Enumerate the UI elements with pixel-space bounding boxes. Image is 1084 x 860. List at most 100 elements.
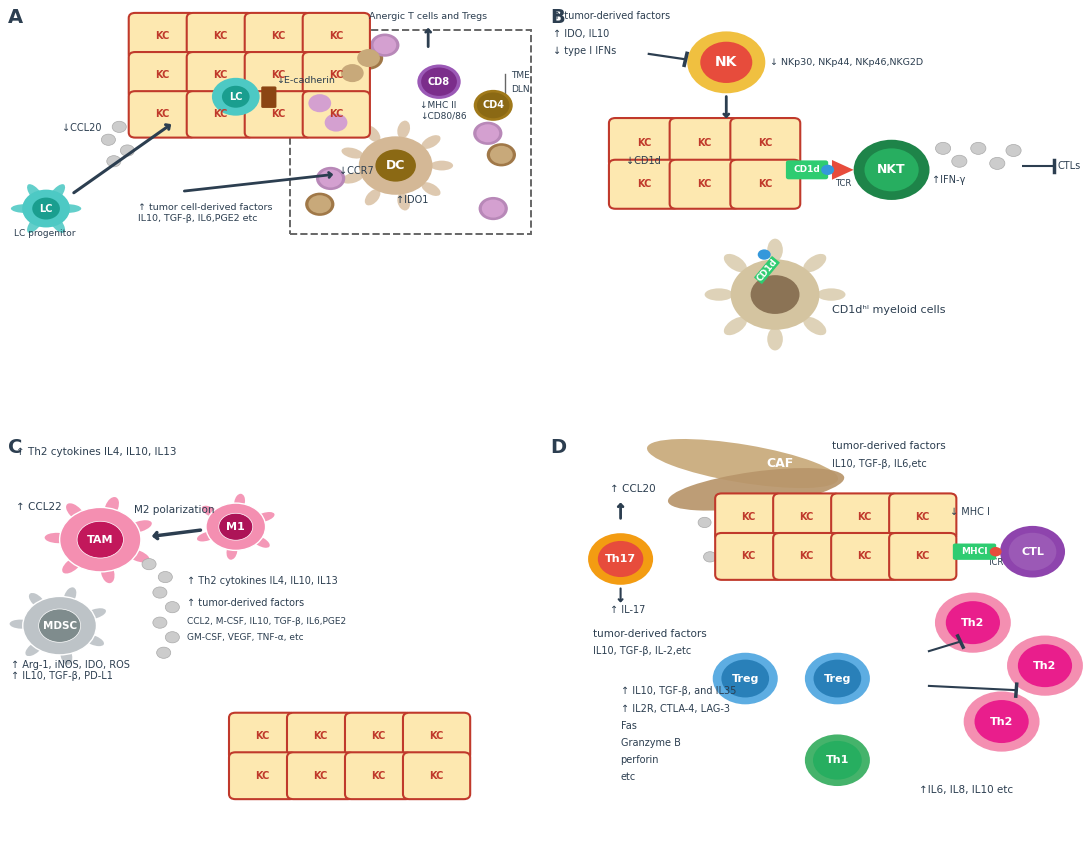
Text: ↑IFN-γ: ↑IFN-γ [932,175,966,185]
Text: Treg: Treg [824,673,851,684]
FancyBboxPatch shape [889,494,956,540]
FancyBboxPatch shape [609,118,679,167]
Circle shape [306,193,335,216]
Text: KC: KC [155,71,169,80]
Circle shape [731,542,744,552]
Ellipse shape [767,238,783,261]
FancyBboxPatch shape [129,52,196,99]
Text: ↑ IDO, IL10: ↑ IDO, IL10 [553,28,609,39]
Text: ↓ MHC I: ↓ MHC I [950,507,990,517]
Text: A: A [9,8,23,27]
Text: CD1d: CD1d [793,165,821,175]
Text: KC: KC [758,179,773,189]
Circle shape [22,190,69,227]
Circle shape [473,121,503,144]
Circle shape [142,559,156,569]
Text: KC: KC [916,512,930,522]
Text: KC: KC [636,179,651,189]
Circle shape [731,260,820,329]
Text: NK: NK [715,55,737,70]
Text: TCR: TCR [835,179,851,187]
Circle shape [758,249,771,260]
Circle shape [106,156,121,167]
Text: etc: etc [620,772,636,783]
Ellipse shape [724,316,747,335]
Circle shape [153,617,167,628]
Ellipse shape [61,647,73,665]
Ellipse shape [251,536,270,548]
FancyBboxPatch shape [889,533,956,580]
Circle shape [999,525,1064,578]
Text: Granzyme B: Granzyme B [620,738,681,748]
Text: perforin: perforin [620,755,659,765]
Circle shape [714,530,727,541]
Ellipse shape [430,161,453,170]
Ellipse shape [341,173,363,183]
Text: KC: KC [155,109,169,120]
Ellipse shape [47,211,65,233]
FancyBboxPatch shape [831,533,899,580]
Circle shape [359,136,433,194]
Text: CD4: CD4 [482,101,504,110]
Text: ↑ IL10, TGF-β, and IL35: ↑ IL10, TGF-β, and IL35 [620,686,736,697]
Circle shape [321,111,351,134]
Ellipse shape [64,587,76,605]
Circle shape [325,114,347,132]
Text: ↑ IL-17: ↑ IL-17 [609,605,645,615]
Text: ↓E-cadherin: ↓E-cadherin [276,76,335,84]
Circle shape [477,92,509,119]
FancyBboxPatch shape [715,494,783,540]
FancyBboxPatch shape [245,91,312,138]
Text: D: D [550,438,566,457]
Ellipse shape [724,254,747,273]
Circle shape [804,734,870,786]
Circle shape [373,36,397,54]
Circle shape [222,86,249,108]
Ellipse shape [668,468,844,511]
Ellipse shape [803,254,826,273]
Circle shape [490,145,513,163]
Circle shape [33,198,60,219]
Circle shape [370,34,399,57]
Circle shape [1007,636,1083,696]
FancyBboxPatch shape [786,160,828,179]
FancyBboxPatch shape [831,494,899,540]
Circle shape [822,165,835,175]
Circle shape [309,195,332,213]
Circle shape [206,503,266,550]
Text: KC: KC [313,731,327,741]
Circle shape [813,741,862,779]
Ellipse shape [422,135,440,149]
Circle shape [421,68,457,96]
Ellipse shape [803,316,826,335]
Text: KC: KC [214,31,228,41]
Text: ↑ Th2 cytokines IL4, IL10, IL13: ↑ Th2 cytokines IL4, IL10, IL13 [16,447,177,457]
Circle shape [687,31,765,93]
Ellipse shape [101,562,115,583]
Text: KC: KC [697,138,712,148]
Ellipse shape [27,184,46,206]
Text: Treg: Treg [732,673,759,684]
FancyBboxPatch shape [129,13,196,59]
FancyBboxPatch shape [186,13,254,59]
Circle shape [338,61,366,85]
Text: KC: KC [330,71,344,80]
Circle shape [158,572,172,583]
Circle shape [358,49,379,67]
Circle shape [713,653,777,704]
FancyBboxPatch shape [287,752,354,799]
Circle shape [353,46,384,70]
Circle shape [417,64,461,99]
FancyBboxPatch shape [403,752,470,799]
Text: KC: KC [256,731,270,741]
Circle shape [153,587,167,599]
Circle shape [975,700,1029,743]
Ellipse shape [126,550,150,562]
Ellipse shape [236,72,255,95]
Ellipse shape [647,439,838,488]
FancyBboxPatch shape [302,91,370,138]
Text: KC: KC [155,31,169,41]
Ellipse shape [255,512,274,522]
Circle shape [813,660,861,697]
Text: CD1d: CD1d [754,257,779,283]
